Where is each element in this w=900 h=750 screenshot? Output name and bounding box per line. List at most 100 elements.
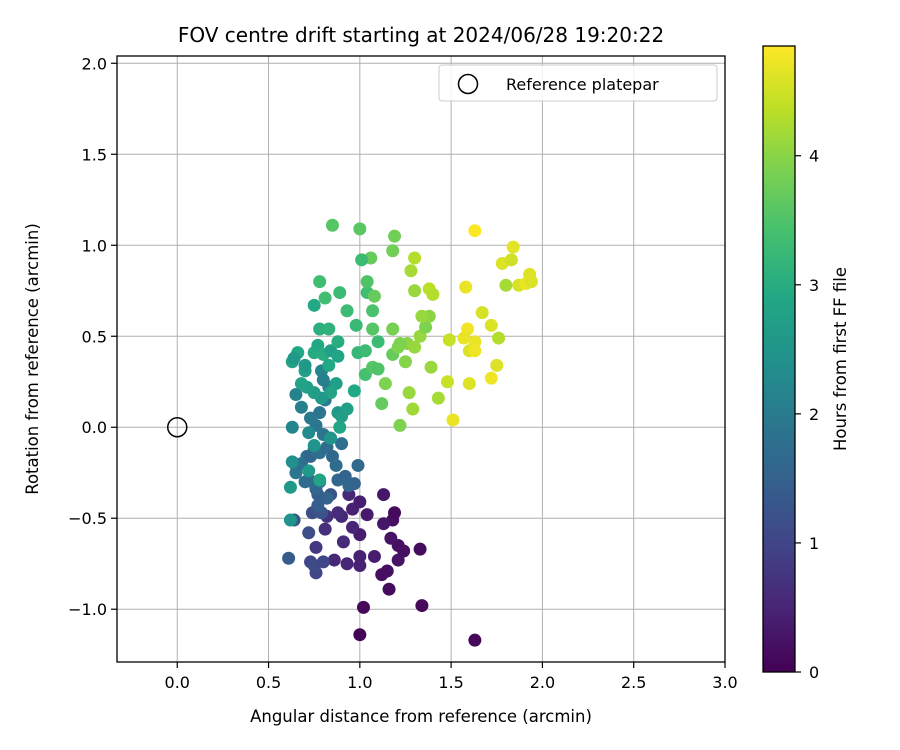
data-point — [406, 402, 420, 416]
data-point — [294, 400, 308, 414]
reference-marker — [167, 416, 188, 438]
data-point — [506, 240, 520, 254]
data-point — [318, 291, 332, 305]
data-point — [377, 488, 391, 502]
data-point — [499, 278, 513, 292]
x-tick-label: 2.0 — [530, 673, 555, 692]
y-tick-label: 1.0 — [82, 236, 107, 255]
data-point — [380, 564, 394, 578]
data-point — [424, 360, 438, 374]
data-point — [309, 540, 323, 554]
data-point — [353, 559, 367, 573]
reference-point — [167, 416, 188, 438]
data-point — [415, 599, 429, 613]
data-point — [355, 253, 369, 267]
data-point — [283, 480, 297, 494]
data-point — [283, 513, 297, 527]
data-point — [347, 477, 361, 491]
data-point — [442, 333, 456, 347]
data-point — [307, 298, 321, 312]
data-point — [333, 420, 347, 434]
colorbar: 0 1 2 3 4 Hours from first FF file — [762, 45, 850, 682]
data-point — [402, 386, 416, 400]
x-tick-label: 2.5 — [621, 673, 646, 692]
data-point — [329, 458, 343, 472]
data-point — [316, 555, 330, 569]
colorbar-tick-label: 3 — [809, 276, 819, 295]
data-point — [366, 304, 380, 318]
y-tick-label: 0.0 — [82, 418, 107, 437]
data-point — [457, 331, 471, 345]
data-point — [431, 391, 445, 405]
colorbar-ticks: 0 1 2 3 4 — [795, 147, 819, 682]
data-point — [388, 229, 402, 243]
data-point — [504, 253, 518, 267]
data-point — [378, 377, 392, 391]
data-point — [446, 413, 460, 427]
data-point — [408, 251, 422, 265]
data-point — [289, 387, 303, 401]
data-point — [367, 549, 381, 563]
data-point — [367, 289, 381, 303]
data-point — [492, 331, 506, 345]
colorbar-tick-label: 4 — [809, 147, 819, 166]
data-point — [360, 275, 374, 289]
y-axis-label: Rotation from reference (arcmin) — [23, 223, 42, 495]
data-point — [340, 557, 354, 571]
data-point — [331, 349, 345, 363]
chart-title: FOV centre drift starting at 2024/06/28 … — [178, 23, 664, 47]
y-axis-ticks: −1.0 −0.5 0.0 0.5 1.0 1.5 2.0 — [68, 54, 117, 619]
data-point — [313, 322, 327, 336]
data-point — [318, 522, 332, 536]
data-point — [524, 275, 538, 289]
data-point — [313, 275, 327, 289]
data-point — [298, 475, 312, 489]
data-point — [316, 373, 330, 387]
data-point — [327, 553, 341, 567]
x-axis-label: Angular distance from reference (arcmin) — [250, 707, 592, 726]
data-point — [475, 306, 489, 320]
data-point — [484, 371, 498, 385]
data-point — [382, 582, 396, 596]
data-point — [302, 526, 316, 540]
data-point — [375, 397, 389, 411]
data-point — [384, 531, 398, 545]
colorbar-tick-label: 1 — [809, 534, 819, 553]
data-point — [285, 455, 299, 469]
data-point — [325, 218, 339, 232]
data-point — [415, 309, 429, 323]
data-point — [377, 517, 391, 531]
data-point — [282, 551, 296, 565]
data-point — [393, 337, 407, 351]
data-point — [340, 304, 354, 318]
data-point — [393, 418, 407, 432]
data-point — [440, 375, 454, 389]
data-points — [282, 218, 538, 647]
data-point — [336, 535, 350, 549]
legend-marker-reference — [457, 73, 479, 95]
data-point — [335, 437, 349, 451]
legend-box — [438, 64, 718, 102]
data-point — [459, 280, 473, 294]
data-point — [371, 335, 385, 349]
x-tick-label: 0.5 — [256, 673, 281, 692]
data-point — [468, 224, 482, 238]
data-point — [353, 222, 367, 236]
data-point — [353, 495, 367, 509]
data-point — [298, 358, 312, 372]
data-point — [360, 508, 374, 522]
x-tick-label: 0.0 — [165, 673, 190, 692]
data-point — [386, 322, 400, 336]
legend: Reference platepar — [438, 64, 718, 102]
data-point — [388, 506, 402, 520]
data-point — [311, 498, 325, 512]
data-point — [356, 600, 370, 614]
data-point — [349, 318, 363, 332]
data-point — [468, 633, 482, 647]
data-point — [353, 628, 367, 642]
y-tick-label: 2.0 — [82, 54, 107, 73]
x-tick-label: 3.0 — [712, 673, 737, 692]
data-point — [353, 549, 367, 563]
colorbar-tick-label: 0 — [809, 663, 819, 682]
